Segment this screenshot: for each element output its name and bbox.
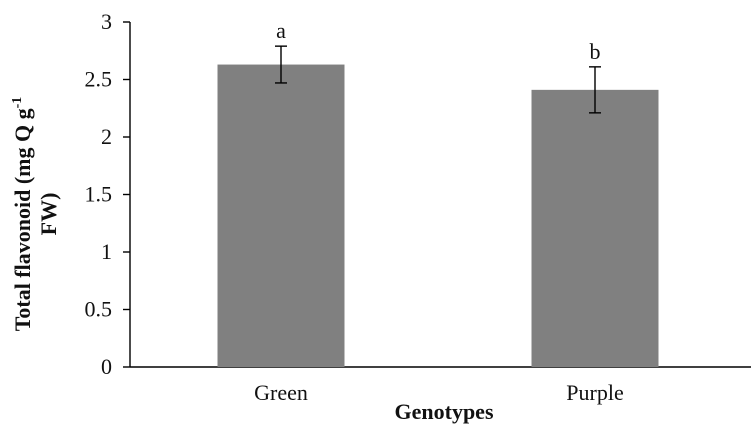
x-axis-title: Genotypes (395, 399, 494, 424)
y-tick-label: 0.5 (85, 297, 113, 322)
y-tick-label: 1 (101, 239, 112, 264)
bar-purple (531, 89, 659, 367)
y-axis-title: Total flavonoid (mg Q g-1 (10, 97, 35, 332)
y-tick-label: 3 (101, 9, 112, 34)
bar-green (217, 64, 345, 368)
y-tick-label: 2.5 (85, 67, 113, 92)
x-tick-label: Purple (566, 380, 623, 405)
y-axis-title-line2: FW) (36, 193, 61, 236)
y-tick-label: 1.5 (85, 182, 113, 207)
significance-label: a (276, 18, 286, 43)
significance-label: b (590, 39, 601, 64)
plot-area: 0 0.5 1 1.5 2 2.5 3 a Green b Purple (85, 9, 751, 405)
y-tick-label: 2 (101, 124, 112, 149)
y-tick-label: 0 (101, 354, 112, 379)
x-tick-label: Green (254, 380, 308, 405)
